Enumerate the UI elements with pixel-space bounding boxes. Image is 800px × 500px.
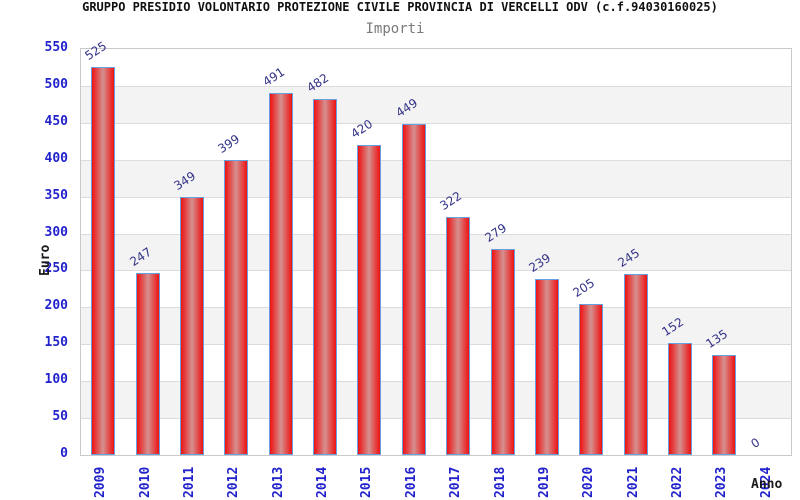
x-axis-title: Anno — [751, 477, 783, 492]
y-axis-title: Euro — [38, 244, 53, 276]
gridline — [81, 85, 791, 87]
chart-subtitle: Importi — [365, 21, 425, 37]
gridline — [81, 270, 791, 272]
bar — [668, 342, 693, 455]
gridline — [81, 418, 791, 420]
bar — [357, 144, 382, 455]
plot-band — [81, 85, 791, 123]
gridline — [81, 344, 791, 346]
bar — [401, 123, 426, 455]
y-tick-label: 400 — [44, 150, 68, 166]
x-tick-label: 2011 — [181, 466, 197, 498]
x-tick-label: 2021 — [625, 466, 641, 498]
y-tick-label: 300 — [44, 224, 68, 240]
x-tick-label: 2020 — [581, 466, 597, 498]
bar — [268, 92, 293, 455]
x-tick-label: 2016 — [403, 466, 419, 498]
y-tick-label: 150 — [44, 335, 68, 351]
bar — [623, 274, 648, 455]
bar — [313, 99, 338, 455]
gridline — [81, 196, 791, 198]
x-tick-label: 2009 — [93, 466, 109, 498]
gridline — [81, 233, 791, 235]
x-tick-label: 2019 — [536, 466, 552, 498]
bar — [579, 303, 604, 455]
x-tick-label: 2010 — [137, 466, 153, 498]
y-tick-label: 450 — [44, 113, 68, 129]
bar — [446, 217, 471, 455]
bar — [224, 160, 249, 455]
gridline — [81, 307, 791, 309]
x-tick-label: 2015 — [359, 466, 375, 498]
bar — [534, 278, 559, 455]
y-tick-label: 100 — [44, 372, 68, 388]
x-tick-label: 2014 — [315, 466, 331, 498]
gridline — [81, 381, 791, 383]
gridline — [81, 159, 791, 161]
y-tick-label: 0 — [60, 446, 68, 461]
x-tick-label: 2022 — [670, 466, 686, 498]
bar — [179, 197, 204, 455]
y-tick-label: 200 — [44, 298, 68, 314]
x-tick-label: 2018 — [492, 466, 508, 498]
bar — [712, 355, 737, 455]
y-tick-label: 550 — [44, 40, 68, 55]
bar — [490, 249, 515, 455]
bar — [135, 272, 160, 455]
y-tick-label: 350 — [44, 187, 68, 203]
y-tick-label: 250 — [44, 261, 68, 277]
plot-area — [80, 48, 792, 456]
x-tick-label: 2013 — [270, 466, 286, 498]
x-tick-label: 2012 — [226, 466, 242, 498]
chart-title: GRUPPO PRESIDIO VOLONTARIO PROTEZIONE CI… — [82, 0, 718, 14]
y-tick-label: 50 — [52, 409, 68, 425]
bar — [91, 67, 116, 455]
x-tick-label: 2023 — [714, 466, 730, 498]
gridline — [81, 122, 791, 124]
x-tick-label: 2017 — [448, 466, 464, 498]
plot-band — [81, 159, 791, 197]
y-tick-label: 500 — [44, 76, 68, 92]
